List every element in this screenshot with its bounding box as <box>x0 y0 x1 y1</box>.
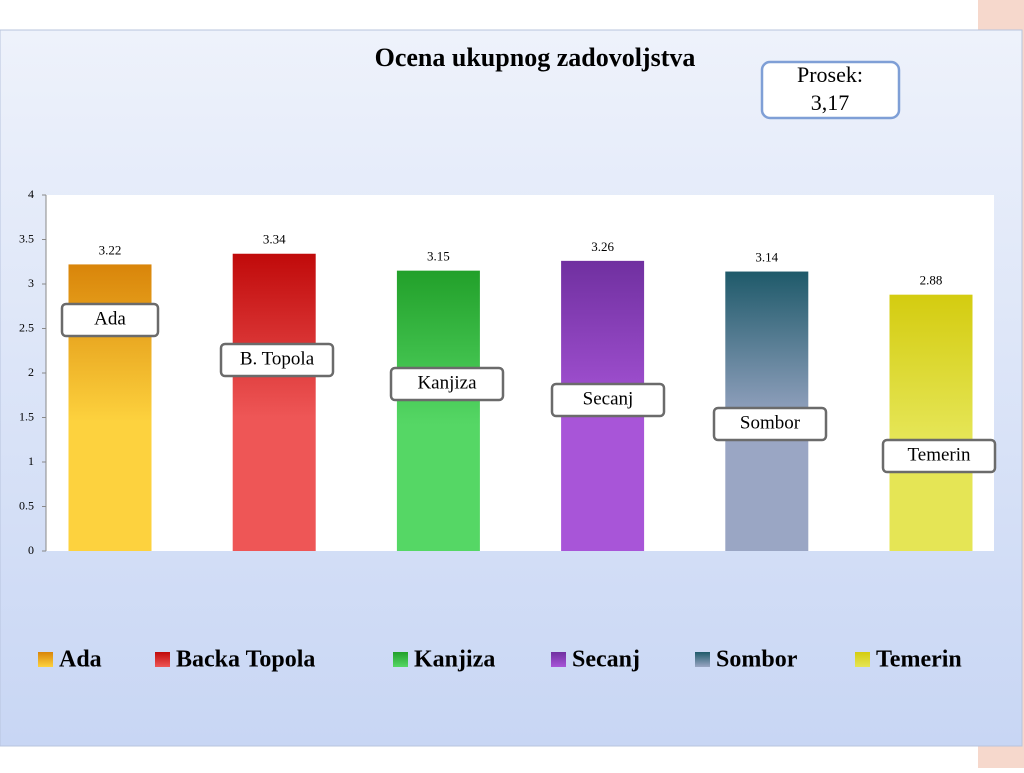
value-label: 3.34 <box>263 232 286 247</box>
average-box <box>760 60 901 120</box>
bar-label: Sombor <box>740 412 801 433</box>
legend-label: Temerin <box>876 647 962 673</box>
bar-label: Secanj <box>583 388 634 409</box>
legend-label: Sombor <box>716 647 798 673</box>
y-tick-label: 3 <box>28 276 34 290</box>
value-label: 3.15 <box>427 249 450 264</box>
y-tick-label: 2.5 <box>19 320 34 334</box>
bar-label-box <box>219 342 335 378</box>
average-label: Prosek: <box>797 62 863 87</box>
average-value: 3,17 <box>811 90 850 115</box>
bar <box>232 253 316 552</box>
y-tick-label: 0.5 <box>19 498 34 512</box>
value-label: 3.14 <box>755 250 778 265</box>
legend-swatch <box>551 652 566 667</box>
legend-label: Backa Topola <box>176 647 315 673</box>
bar-label: Ada <box>94 308 126 329</box>
bar <box>396 270 480 551</box>
value-label: 2.88 <box>920 273 943 288</box>
bar-label: B. Topola <box>240 348 315 369</box>
bar-label-box <box>712 406 828 442</box>
legend-label: Ada <box>59 647 102 673</box>
bar <box>889 294 973 551</box>
bar-label-box <box>550 382 666 418</box>
bar-label: Temerin <box>907 444 971 465</box>
bar-label-box <box>389 366 505 402</box>
y-tick-label: 4 <box>28 187 34 201</box>
value-label: 3.26 <box>591 239 614 254</box>
legend-swatch <box>38 652 53 667</box>
bar-label-box <box>881 438 997 474</box>
y-tick-label: 0 <box>28 543 34 557</box>
bar-label: Kanjiza <box>417 372 477 393</box>
legend-swatch <box>155 652 170 667</box>
y-tick-label: 1.5 <box>19 409 34 423</box>
chart-title: Ocena ukupnog zadovoljstva <box>375 43 696 72</box>
value-label: 3.22 <box>99 242 122 257</box>
y-tick-label: 3.5 <box>19 231 34 245</box>
bar-label-box <box>60 302 160 338</box>
y-tick-label: 2 <box>28 365 34 379</box>
legend-swatch <box>393 652 408 667</box>
legend-swatch <box>855 652 870 667</box>
legend-swatch <box>695 652 710 667</box>
plot-area <box>46 195 994 551</box>
y-tick-label: 1 <box>28 454 34 468</box>
legend-label: Kanjiza <box>414 647 495 673</box>
legend-label: Secanj <box>572 647 640 673</box>
